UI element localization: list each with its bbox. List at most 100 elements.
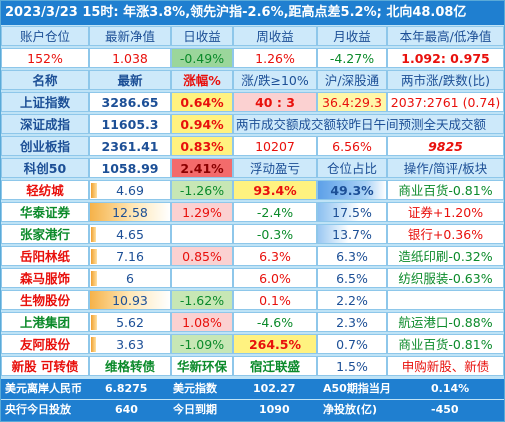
stock-comment: 纺织服装-0.63% (387, 268, 504, 288)
turnover-note: 两市成交额成交额较昨日午间预测全天成交额 (233, 114, 504, 134)
stock-weight: 2.2% (317, 290, 387, 310)
stock-name[interactable]: 上港集团 (1, 312, 89, 332)
stock-comment: 商业百货-0.81% (387, 334, 504, 354)
net-injection-value: -450 (431, 403, 459, 416)
index-change: 0.83% (171, 136, 233, 156)
ipo-name-2: 宿迁联盛 (233, 356, 317, 376)
index-value: 2361.41 (89, 136, 171, 156)
stock-price: 3.63 (89, 334, 171, 354)
index-change: 0.64% (171, 92, 233, 112)
ipo-comment: 申购新股、新债 (387, 356, 504, 376)
stock-comment: 银行+0.36% (387, 224, 504, 244)
header-limit: 涨/跌≥10% (233, 70, 317, 90)
nav-value: 1.038 (89, 48, 171, 68)
maturing-label: 今日到期 (173, 403, 217, 416)
turnover-change: 6.56% (317, 136, 387, 156)
header-year-hilo: 本年最高/低净值 (387, 26, 504, 46)
index-value: 3286.65 (89, 92, 171, 112)
stock-pnl: -0.3% (233, 224, 317, 244)
stock-price: 5.62 (89, 312, 171, 332)
ipo-weight: 1.5% (317, 356, 387, 376)
dxy-value: 102.27 (253, 382, 296, 395)
summary-value-row: 152% 1.038 -0.49% 1.26% -4.27% 1.092: 0.… (1, 48, 504, 70)
pboc-label: 央行今日投放 (5, 403, 71, 416)
stock-weight: 6.3% (317, 246, 387, 266)
stock-name[interactable]: 岳阳林纸 (1, 246, 89, 266)
dashboard-title: 2023/3/23 15时: 年涨3.8%,领先沪指-2.6%,距高点差5.2%… (1, 1, 504, 25)
header-day: 日收益 (171, 26, 233, 46)
stock-name[interactable]: 友阿股份 (1, 334, 89, 354)
index-header-row: 名称 最新 涨幅% 涨/跌≥10% 沪/深股通 两市涨/跌数(比) (1, 70, 504, 92)
a50-value: 0.14% (431, 382, 470, 395)
stock-row[interactable]: 上港集团 5.62 1.08% -4.6% 2.3% 航运港口-0.88% (1, 312, 504, 334)
stock-weight: 13.7% (317, 224, 387, 244)
stock-pnl: 93.4% (233, 180, 317, 200)
stock-row[interactable]: 友阿股份 3.63 -1.09% 264.5% 0.7% 商业百货-0.81% (1, 334, 504, 356)
month-return: -4.27% (317, 48, 387, 68)
stock-comment (387, 290, 504, 310)
position-value: 152% (1, 48, 89, 68)
stock-name[interactable]: 张家港行 (1, 224, 89, 244)
ipo-name-1: 华新环保 (171, 356, 233, 376)
index-row: 深证成指 11605.3 0.94% 两市成交额成交额较昨日午间预测全天成交额 (1, 114, 504, 136)
header-latest: 最新 (89, 70, 171, 90)
index-change: 2.41% (171, 158, 233, 178)
stock-row[interactable]: 轻纺城 4.69 -1.26% 93.4% 49.3% 商业百货-0.81% (1, 180, 504, 202)
stock-change: 1.08% (171, 312, 233, 332)
stock-price: 4.69 (89, 180, 171, 200)
convertible-name: 维格转债 (89, 356, 171, 376)
stock-row[interactable]: 森马服饰 6 6.0% 6.5% 纺织服装-0.63% (1, 268, 504, 290)
index-name: 上证指数 (1, 92, 89, 112)
day-return: -0.49% (171, 48, 233, 68)
connect-ratio: 36.4:29.3 (317, 92, 387, 112)
index-row: 上证指数 3286.65 0.64% 40 : 3 36.4:29.3 2037… (1, 92, 504, 114)
stock-price: 6 (89, 268, 171, 288)
summary-header-row: 账户仓位 最新净值 日收益 周收益 月收益 本年最高/低净值 (1, 26, 504, 48)
stock-name[interactable]: 华泰证券 (1, 202, 89, 222)
limit-ratio: 40 : 3 (233, 92, 317, 112)
index-value: 1058.99 (89, 158, 171, 178)
header-pnl: 浮动盈亏 (233, 158, 317, 178)
stock-name[interactable]: 森马服饰 (1, 268, 89, 288)
stock-change: 0.85% (171, 246, 233, 266)
header-month: 月收益 (317, 26, 387, 46)
fx-label: 美元离岸人民币 (5, 382, 82, 395)
stock-change: -1.62% (171, 290, 233, 310)
stock-weight: 2.3% (317, 312, 387, 332)
stock-row[interactable]: 岳阳林纸 7.16 0.85% 6.3% 6.3% 造纸印刷-0.32% (1, 246, 504, 268)
stock-row[interactable]: 华泰证券 12.58 1.29% -2.4% 17.5% 证券+1.20% (1, 202, 504, 224)
stock-weight: 6.5% (317, 268, 387, 288)
turnover-forecast: 9825 (387, 136, 504, 156)
header-position: 账户仓位 (1, 26, 89, 46)
header-week: 周收益 (233, 26, 317, 46)
stock-row[interactable]: 张家港行 4.65 -0.3% 13.7% 银行+0.36% (1, 224, 504, 246)
stock-name[interactable]: 生物股份 (1, 290, 89, 310)
stock-row[interactable]: 生物股份 10.93 -1.62% 0.1% 2.2% (1, 290, 504, 312)
stock-weight: 17.5% (317, 202, 387, 222)
stock-name[interactable]: 轻纺城 (1, 180, 89, 200)
advance-decline-value: 2037:2761 (0.74) (387, 92, 504, 112)
fx-value: 6.8275 (105, 382, 148, 395)
index-row: 创业板指 2361.41 0.83% 10207 6.56% 9825 (1, 136, 504, 158)
week-return: 1.26% (233, 48, 317, 68)
stock-price: 7.16 (89, 246, 171, 266)
header-name: 名称 (1, 70, 89, 90)
pboc-footer: 央行今日投放 640 今日到期 1090 净投放(亿) -450 (1, 400, 504, 421)
stock-comment: 商业百货-0.81% (387, 180, 504, 200)
stock-pnl: 6.0% (233, 268, 317, 288)
stock-comment: 航运港口-0.88% (387, 312, 504, 332)
stock-change: 1.29% (171, 202, 233, 222)
dxy-label: 美元指数 (173, 382, 217, 395)
stock-price: 4.65 (89, 224, 171, 244)
header-weight: 仓位占比 (317, 158, 387, 178)
stock-pnl: -4.6% (233, 312, 317, 332)
stock-price: 12.58 (89, 202, 171, 222)
stock-weight: 49.3% (317, 180, 387, 200)
year-hilo-value: 1.092: 0.975 (387, 48, 504, 68)
turnover-value: 10207 (233, 136, 317, 156)
header-comment: 操作/简评/板块 (387, 158, 504, 178)
stock-change: -1.26% (171, 180, 233, 200)
fx-footer: 美元离岸人民币 6.8275 美元指数 102.27 A50期指当月 0.14% (1, 379, 504, 399)
pboc-value: 640 (115, 403, 138, 416)
